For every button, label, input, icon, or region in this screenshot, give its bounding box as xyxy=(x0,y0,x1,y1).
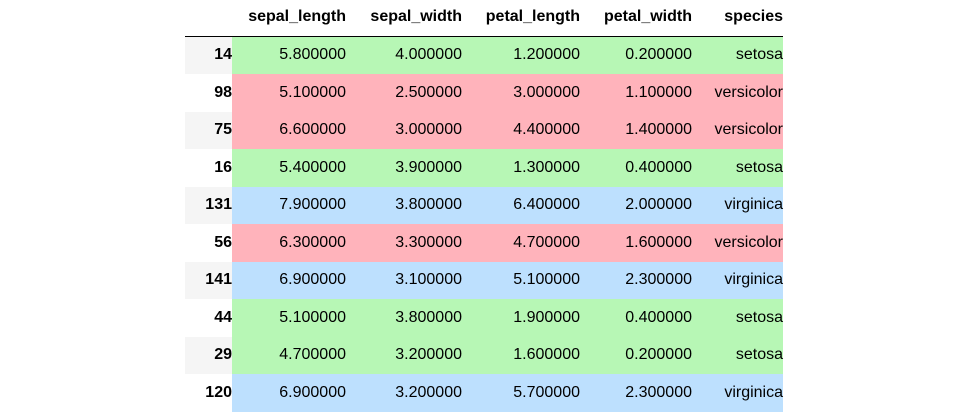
cell-petal-width: 2.300000 xyxy=(580,374,692,412)
row-index: 120 xyxy=(205,383,232,401)
cell-species: setosa xyxy=(692,149,783,187)
cell-petal-width: 0.400000 xyxy=(580,299,692,337)
row-index: 56 xyxy=(214,233,232,251)
cell-sepal-width: 3.100000 xyxy=(346,261,462,299)
column-header-sepal-length: sepal_length xyxy=(248,7,346,25)
table-row: 14 5.800000 4.000000 1.200000 0.200000 setosa xyxy=(185,36,783,74)
cell-petal-length: 4.700000 xyxy=(462,224,580,262)
table-row: 131 7.900000 3.800000 6.400000 2.000000 virgi… xyxy=(185,186,783,224)
cell-sepal-length: 5.400000 xyxy=(232,149,346,187)
cell-petal-length: 5.700000 xyxy=(462,374,580,412)
table-body: 14 5.800000 4.000000 1.200000 0.200000 setosa… xyxy=(185,36,783,412)
cell-sepal-length: 5.100000 xyxy=(232,74,346,112)
cell-petal-length: 1.200000 xyxy=(462,36,580,74)
cell-sepal-length: 6.300000 xyxy=(232,224,346,262)
column-header-petal-length: petal_length xyxy=(485,7,580,25)
cell-species: versicolor xyxy=(692,224,783,262)
cell-petal-length: 4.400000 xyxy=(462,111,580,149)
cell-sepal-length: 6.900000 xyxy=(232,374,346,412)
row-index: 44 xyxy=(214,308,232,326)
cell-species: versicolor xyxy=(692,111,783,149)
cell-sepal-width: 3.300000 xyxy=(346,224,462,262)
cell-petal-length: 1.300000 xyxy=(462,149,580,187)
table-row: 44 5.100000 3.800000 1.900000 0.400000 setosa xyxy=(185,299,783,337)
column-header-petal-width: petal_width xyxy=(603,7,692,25)
cell-sepal-length: 6.900000 xyxy=(232,261,346,299)
cell-petal-width: 2.300000 xyxy=(580,261,692,299)
table-row: 98 5.100000 2.500000 3.000000 1.100000 versic… xyxy=(185,74,783,112)
cell-sepal-length: 5.800000 xyxy=(232,36,346,74)
cell-petal-width: 1.400000 xyxy=(580,111,692,149)
cell-sepal-width: 4.000000 xyxy=(346,36,462,74)
cell-species: setosa xyxy=(692,299,783,337)
cell-species: versicolor xyxy=(692,74,783,112)
cell-petal-length: 1.900000 xyxy=(462,299,580,337)
cell-petal-length: 3.000000 xyxy=(462,74,580,112)
cell-sepal-width: 3.800000 xyxy=(346,186,462,224)
cell-species: virginica xyxy=(692,374,783,412)
row-index: 131 xyxy=(185,186,232,224)
cell-species: setosa xyxy=(692,336,783,374)
cell-sepal-width: 3.200000 xyxy=(346,374,462,412)
row-index: 141 xyxy=(185,261,232,299)
cell-petal-width: 0.400000 xyxy=(580,149,692,187)
row-index: 98 xyxy=(214,83,232,101)
cell-petal-width: 1.100000 xyxy=(580,74,692,112)
cell-petal-width: 1.600000 xyxy=(580,224,692,262)
cell-petal-length: 5.100000 xyxy=(462,261,580,299)
cell-species: virginica xyxy=(692,186,783,224)
dataframe-table: sepal_length sepal_width petal_length pe… xyxy=(185,0,783,412)
cell-petal-length: 1.600000 xyxy=(462,336,580,374)
cell-petal-width: 2.000000 xyxy=(580,186,692,224)
index-header xyxy=(185,0,232,36)
cell-petal-length: 6.400000 xyxy=(462,186,580,224)
header-row: sepal_length sepal_width petal_length pe… xyxy=(185,0,783,36)
cell-species: virginica xyxy=(692,261,783,299)
cell-sepal-length: 5.100000 xyxy=(232,299,346,337)
table-header: sepal_length sepal_width petal_length pe… xyxy=(185,0,783,36)
row-index: 16 xyxy=(214,158,232,176)
table-row: 120 6.900000 3.200000 5.700000 2.300000 virgi… xyxy=(185,374,783,412)
table-row: 141 6.900000 3.100000 5.100000 2.300000 virgi… xyxy=(185,261,783,299)
cell-petal-width: 0.200000 xyxy=(580,36,692,74)
cell-sepal-width: 2.500000 xyxy=(346,74,462,112)
column-header-species: species xyxy=(724,7,783,25)
table-row: 16 5.400000 3.900000 1.300000 0.400000 setosa xyxy=(185,149,783,187)
cell-sepal-width: 3.800000 xyxy=(346,299,462,337)
table-row: 75 6.600000 3.000000 4.400000 1.400000 versic… xyxy=(185,111,783,149)
table-row: 29 4.700000 3.200000 1.600000 0.200000 setosa xyxy=(185,336,783,374)
row-index: 29 xyxy=(185,336,232,374)
cell-sepal-length: 4.700000 xyxy=(232,336,346,374)
cell-sepal-length: 7.900000 xyxy=(232,186,346,224)
cell-sepal-width: 3.900000 xyxy=(346,149,462,187)
row-index: 75 xyxy=(185,111,232,149)
cell-species: setosa xyxy=(692,36,783,74)
cell-sepal-width: 3.200000 xyxy=(346,336,462,374)
row-index: 14 xyxy=(185,36,232,74)
cell-petal-width: 0.200000 xyxy=(580,336,692,374)
table-row: 56 6.300000 3.300000 4.700000 1.600000 versic… xyxy=(185,224,783,262)
cell-sepal-width: 3.000000 xyxy=(346,111,462,149)
column-header-sepal-width: sepal_width xyxy=(370,7,462,25)
cell-sepal-length: 6.600000 xyxy=(232,111,346,149)
